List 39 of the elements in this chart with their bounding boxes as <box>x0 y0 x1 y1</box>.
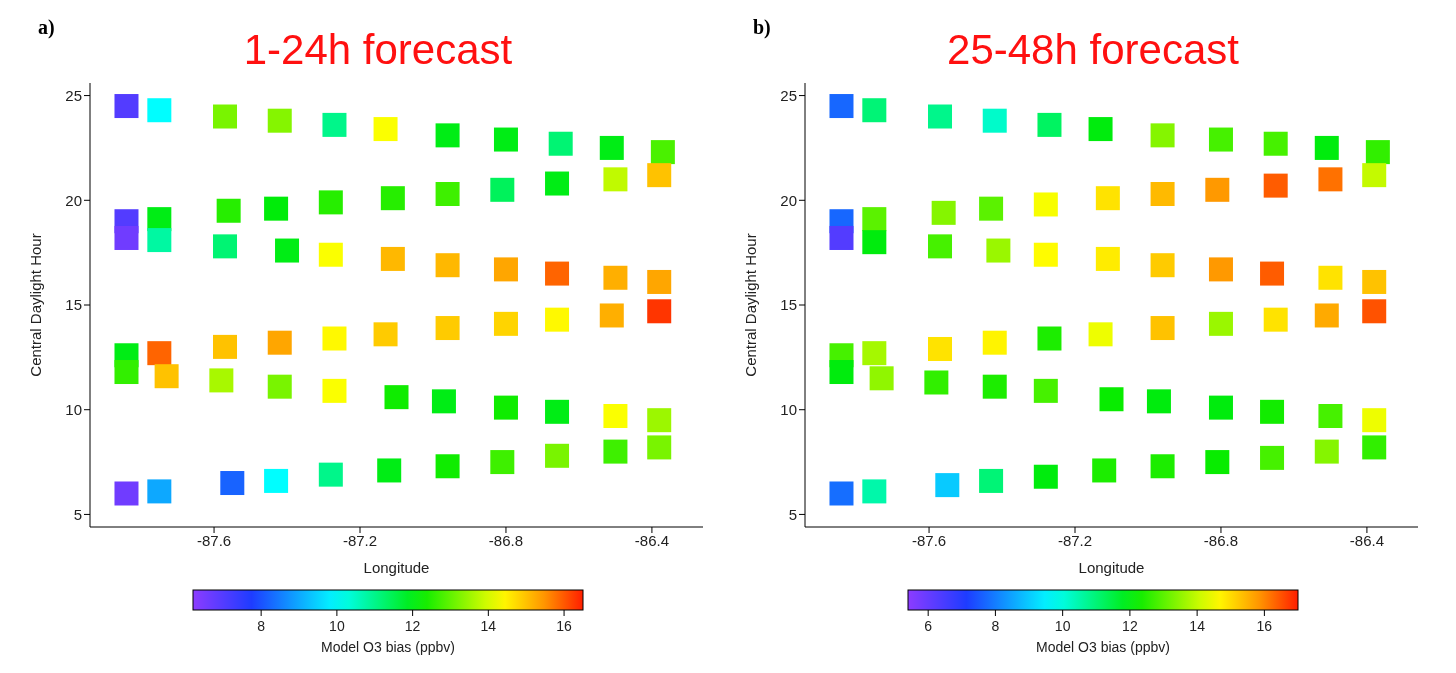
chart-title: 25-48h forecast <box>946 26 1240 74</box>
color-bar-label: 14 <box>480 618 497 634</box>
x-tick-label: -87.6 <box>196 531 232 549</box>
color-bar-label: 8 <box>991 618 1000 634</box>
x-axis-title: Longitude <box>363 559 430 576</box>
y-tick-label: 10 <box>65 401 82 419</box>
color-bar-label: 10 <box>1054 618 1071 634</box>
y-axis-title: Central Daylight Hour <box>742 233 760 377</box>
y-tick-label: 25 <box>780 86 797 104</box>
y-tick-label: 5 <box>788 505 797 523</box>
y-axis-title: Central Daylight Hour <box>27 233 45 377</box>
color-bar-label: 12 <box>1122 618 1138 634</box>
x-tick-label: -86.4 <box>1349 531 1385 549</box>
chart-title: 1-24h forecast <box>242 26 514 74</box>
color-bar-label: 8 <box>257 618 266 634</box>
y-tick-label: 5 <box>73 505 82 523</box>
color-bar-title: Model O3 bias (ppbv) <box>1036 639 1170 655</box>
x-tick-label: -87.2 <box>1057 531 1093 549</box>
color-bar-label: 10 <box>329 618 345 634</box>
text: a) <box>38 16 55 39</box>
x-axis-title: Longitude <box>1078 559 1145 576</box>
y-tick-label: 25 <box>65 86 82 104</box>
text: b) <box>753 16 771 39</box>
color-bar-label: 16 <box>1256 618 1273 634</box>
y-tick-label: 20 <box>65 191 82 209</box>
color-bar-title: Model O3 bias (ppbv) <box>321 639 455 655</box>
color-bar-label: 6 <box>924 618 933 634</box>
x-tick-label: -86.8 <box>1203 531 1239 549</box>
x-tick-label: -87.2 <box>342 531 378 549</box>
color-bar-label: 12 <box>404 618 421 634</box>
color-bar-label: 14 <box>1189 618 1206 634</box>
color-bar-label: 16 <box>556 618 573 634</box>
y-tick-label: 15 <box>65 296 82 314</box>
y-tick-label: 20 <box>780 191 797 209</box>
x-tick-label: -86.8 <box>488 531 524 549</box>
x-tick-label: -87.6 <box>911 531 947 549</box>
y-tick-label: 10 <box>780 401 797 419</box>
y-tick-label: 15 <box>780 296 797 314</box>
x-tick-label: -86.4 <box>634 531 670 549</box>
